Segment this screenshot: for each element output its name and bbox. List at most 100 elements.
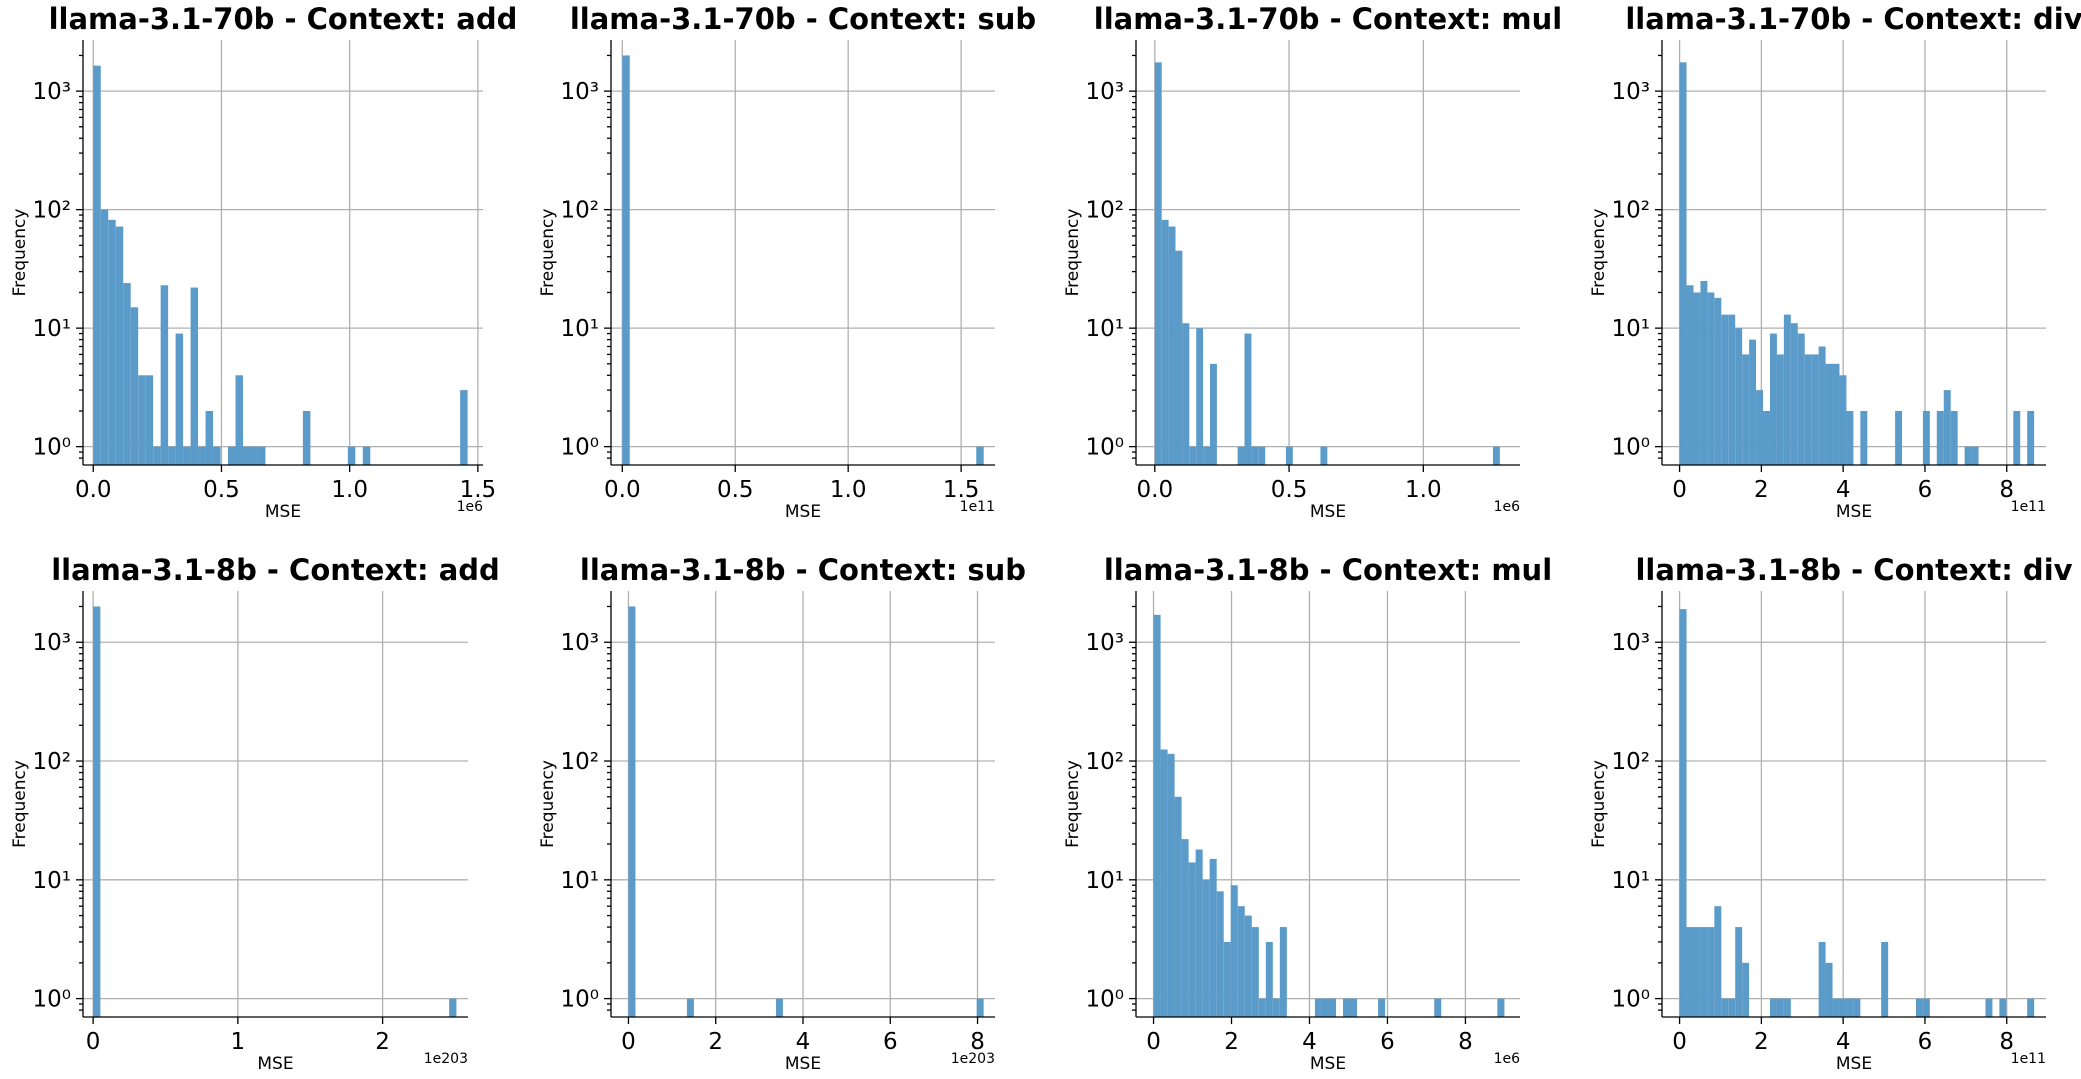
x-tick-label: 2 [708,1029,723,1055]
histogram-bar [1223,941,1231,1017]
histogram-bar [1210,363,1217,465]
histogram-bar [1735,328,1743,465]
x-axis-offset-label: 1e6 [457,499,484,515]
histogram-bar [1700,280,1708,465]
histogram-bar [1434,998,1442,1017]
histogram-bar [1797,333,1805,465]
histogram-bar [1244,915,1252,1017]
histogram-bar [1686,927,1694,1017]
histogram-bar [1728,998,1736,1017]
histogram-bar [1839,375,1847,465]
x-axis-label: MSE [1836,1054,1872,1074]
histogram-bar [1818,346,1826,465]
histogram-bar [1188,862,1196,1017]
histogram-bar [250,446,258,465]
y-tick-label: 10² [1612,198,1651,224]
y-tick-label: 10³ [561,79,600,105]
y-tick-label: 10³ [1086,630,1125,656]
histogram-bar [1244,333,1252,465]
x-tick-label: 0 [86,1029,101,1055]
histogram-bar [1950,410,1958,465]
y-tick-label: 10⁰ [1086,987,1125,1013]
chart-title: llama-3.1-8b - Context: sub [580,553,1026,587]
x-tick-label: 6 [883,1029,898,1055]
x-tick-label: 8 [1999,1029,2014,1055]
histogram-bar [1846,410,1854,465]
y-tick-label: 10¹ [1612,868,1651,894]
histogram-bar [1209,858,1217,1017]
y-tick-label: 10⁰ [1612,435,1651,461]
y-tick-label: 10¹ [1086,316,1125,342]
histogram-bar [2027,410,2035,465]
x-tick-label: 0.5 [203,477,240,503]
histogram-bar [1175,250,1183,465]
x-axis-offset-label: 1e203 [424,1051,468,1067]
y-tick-label: 10³ [561,630,600,656]
histogram-bar [1202,879,1210,1017]
y-tick-label: 10³ [33,79,72,105]
y-tick-label: 10² [1086,749,1125,775]
y-tick-label: 10¹ [1086,868,1125,894]
x-tick-label: 8 [1458,1029,1473,1055]
x-tick-label: 2 [375,1029,390,1055]
histogram-panel-3: 0.0 0.5 1.0 10⁰ 10¹ 10² 10³ llama-3.1-70b - Con… [1063,2,1562,522]
x-axis-label: MSE [1310,502,1346,522]
x-tick-label: 2 [1754,477,1769,503]
histogram-bar [93,65,101,465]
x-tick-label: 6 [1918,477,1933,503]
x-axis-offset-label: 1e6 [1494,499,1521,515]
histogram-bar [153,446,161,465]
histogram-bar [976,446,984,465]
histogram-bar [213,446,221,465]
histogram-bar [108,219,116,465]
histogram-bar [347,446,356,465]
histogram-bar [1756,390,1764,465]
y-tick-label: 10² [1086,198,1125,224]
x-tick-label: 1 [231,1029,246,1055]
y-tick-label: 10⁰ [561,987,600,1013]
x-tick-label: 1.0 [830,477,867,503]
histogram-bar [1230,885,1238,1017]
x-tick-label: 0.0 [1137,477,1174,503]
y-tick-label: 10³ [33,630,72,656]
histogram-bar [460,390,468,465]
histogram-bar [1168,226,1176,465]
histogram-bar [1707,292,1715,465]
histogram-bar [1832,998,1840,1017]
y-tick-label: 10³ [1612,79,1651,105]
x-tick-label: 0.0 [75,477,112,503]
histogram-bar [1714,297,1722,465]
y-tick-label: 10³ [1086,79,1125,105]
histogram-bar [1776,998,1784,1017]
histogram-bar [622,55,630,465]
histogram-bar [243,446,251,465]
histogram-bar [1700,927,1708,1017]
y-axis-label: Frequency [538,760,558,848]
histogram-bar [160,285,169,465]
histogram-bar [257,446,266,465]
x-tick-label: 6 [1918,1029,1933,1055]
histogram-bar [130,307,139,465]
x-tick-label: 1.0 [331,477,368,503]
y-tick-label: 10² [1612,749,1651,775]
histogram-bar [1181,839,1189,1017]
histogram-bar [123,283,131,465]
x-tick-label: 4 [1836,1029,1851,1055]
histogram-bar [1853,998,1861,1017]
histogram-bar [1735,927,1743,1017]
x-tick-label: 4 [1302,1029,1317,1055]
y-tick-label: 10¹ [1612,316,1651,342]
x-tick-label: 2 [1754,1029,1769,1055]
y-tick-label: 10³ [1612,630,1651,656]
histogram-bar [449,998,457,1017]
y-tick-label: 10⁰ [1086,435,1125,461]
histogram-bar [1492,446,1500,465]
x-tick-label: 4 [1836,477,1851,503]
chart-title: llama-3.1-8b - Context: div [1635,553,2072,587]
x-axis-offset-label: 1e203 [951,1051,995,1067]
histogram-bar [1846,998,1854,1017]
histogram-bar [1343,998,1351,1017]
histogram-bar [1265,941,1273,1017]
histogram-bar [1160,749,1168,1017]
histogram-bar [1679,62,1687,465]
